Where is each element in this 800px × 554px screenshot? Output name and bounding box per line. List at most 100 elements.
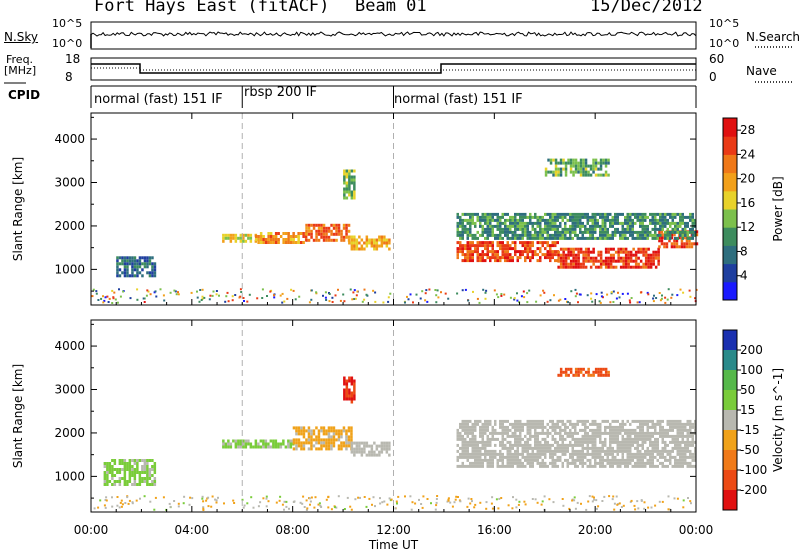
echo-cell: [489, 259, 492, 263]
echo-cell: [689, 422, 692, 426]
speckle-cell: [495, 498, 498, 501]
echo-cell: [494, 218, 497, 222]
echo-cell: [486, 440, 489, 444]
speckle-cell: [682, 291, 685, 294]
echo-cell: [599, 256, 603, 260]
echo-cell: [554, 446, 557, 450]
echo-cell: [604, 449, 607, 453]
echo-cell: [484, 259, 487, 263]
echo-cell: [589, 461, 592, 465]
echo-cell: [549, 158, 553, 162]
echo-cell: [641, 431, 644, 435]
speckle-cell: [303, 506, 306, 508]
echo-cell: [496, 215, 499, 219]
echo-cell: [378, 453, 381, 457]
echo-cell: [637, 247, 640, 251]
colorbar-label: Velocity [m s^-1]: [771, 368, 785, 472]
echo-cell: [524, 455, 527, 459]
speckle-cell: [308, 301, 311, 304]
echo-cell: [646, 461, 649, 465]
echo-cell: [516, 224, 519, 228]
echo-cell: [589, 233, 592, 237]
speckle-cell: [196, 296, 199, 299]
echo-cell: [461, 437, 464, 441]
echo-cell: [345, 181, 349, 185]
echo-cell: [546, 422, 549, 426]
echo-cell: [289, 235, 293, 238]
echo-cell: [471, 212, 474, 216]
echo-cell: [569, 224, 572, 228]
echo-cell: [569, 247, 573, 251]
echo-cell: [481, 230, 484, 234]
speckle-cell: [155, 295, 158, 298]
speckle-cell: [111, 302, 114, 304]
echo-cell: [466, 259, 469, 263]
echo-cell: [340, 238, 343, 242]
speckle-cell: [436, 289, 439, 292]
echo-cell: [501, 244, 504, 248]
echo-cell: [689, 455, 692, 459]
echo-cell: [594, 449, 597, 453]
echo-cell: [459, 422, 462, 426]
echo-cell: [244, 439, 248, 443]
echo-cell: [632, 247, 635, 251]
echo-cell: [557, 161, 560, 165]
speckle-cell: [473, 506, 476, 509]
echo-cell: [639, 422, 642, 426]
echo-cell: [111, 471, 114, 474]
echo-cell: [627, 253, 630, 257]
speckle-cell: [379, 497, 381, 500]
echo-band-7: [456, 212, 697, 240]
speckle-cell: [93, 507, 96, 510]
echo-cell: [691, 452, 694, 456]
echo-cell: [489, 233, 492, 237]
echo-cell: [569, 167, 573, 171]
echo-cell: [644, 212, 647, 216]
echo-cell: [596, 455, 599, 459]
echo-cell: [287, 439, 290, 443]
echo-cell: [641, 224, 644, 228]
echo-cell: [651, 215, 654, 219]
echo-cell: [664, 464, 667, 468]
echo-cell: [529, 212, 532, 216]
echo-cell: [284, 238, 288, 241]
echo-cell: [586, 464, 589, 468]
echo-cell: [629, 233, 632, 237]
colorbar-power: [722, 117, 741, 301]
echo-cell: [619, 233, 622, 237]
echo-cell: [529, 443, 532, 447]
echo-cell: [549, 449, 552, 453]
echo-cell: [622, 265, 625, 269]
speckle-cell: [154, 496, 157, 499]
echo-cell: [571, 431, 574, 435]
echo-cell: [499, 419, 502, 423]
y-tick-label: 1000: [54, 262, 85, 276]
echo-cell: [524, 449, 527, 453]
speckle-cell: [591, 495, 594, 498]
y-axis-label: Slant Range [km]: [11, 157, 25, 261]
echo-cell: [343, 175, 346, 179]
echo-cell: [476, 244, 479, 248]
speckle-cell: [609, 301, 612, 304]
echo-cell: [526, 230, 529, 234]
echo-cell: [348, 184, 351, 188]
speckle-cell: [387, 300, 390, 303]
speckle-cell: [374, 505, 376, 508]
echo-cell: [539, 461, 542, 465]
echo-cell: [332, 232, 336, 236]
speckle-cell: [273, 296, 276, 299]
echo-cell: [345, 388, 349, 392]
speckle-cell: [286, 297, 289, 300]
speckle-cell: [620, 506, 623, 508]
echo-cell: [551, 452, 554, 456]
echo-cell: [670, 242, 674, 246]
echo-cell: [126, 265, 129, 269]
echo-cell: [669, 455, 672, 459]
speckle-cell: [418, 498, 420, 501]
echo-cell: [614, 425, 617, 429]
echo-cell: [694, 440, 697, 444]
echo-cell: [365, 235, 369, 239]
echo-cell: [466, 227, 469, 231]
echo-cell: [284, 445, 288, 449]
echo-cell: [320, 229, 323, 233]
